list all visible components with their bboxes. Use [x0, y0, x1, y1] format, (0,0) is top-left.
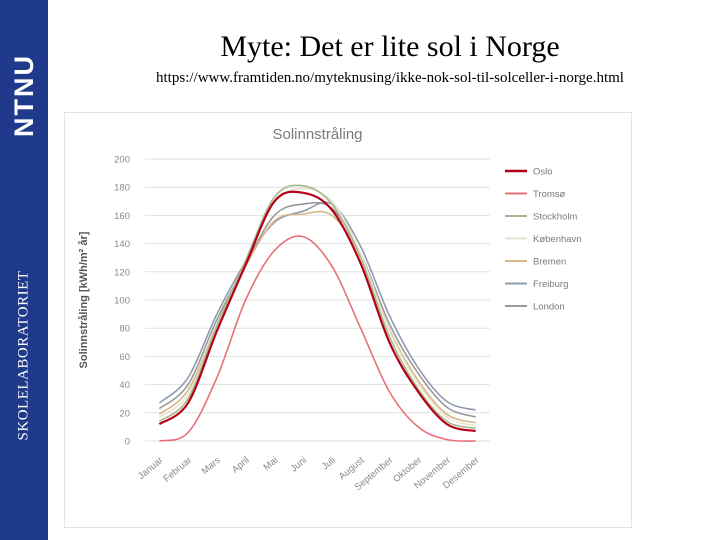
legend-label: London [533, 302, 565, 313]
x-tick-label: Januar [136, 455, 165, 482]
legend-label: Stockholm [533, 212, 577, 223]
y-axis-label: Solinnstråling [kWh/m² år] [78, 231, 90, 368]
lab-label-container: SKOLELABORATORIET [9, 190, 39, 520]
chart-title: Solinnstråling [272, 126, 362, 143]
legend-label: København [533, 234, 582, 245]
legend-label: Oslo [533, 167, 553, 178]
chart-svg: Solinnstråling 0 20 40 60 80 100 120 140 160 180 20… [78, 126, 582, 493]
series-line-tromsø [159, 235, 476, 442]
legend-label: Tromsø [533, 189, 566, 200]
lab-label: SKOLELABORATORIET [15, 270, 32, 440]
source-url[interactable]: https://www.framtiden.no/myteknusing/ikk… [156, 70, 624, 86]
y-tick-label: 100 [114, 296, 130, 307]
x-tick-label: April [230, 455, 252, 476]
y-tick-label: 120 [114, 267, 130, 278]
series-line-london [158, 201, 476, 418]
x-tick-label: Juli [320, 455, 338, 473]
series-line-freiburg [158, 201, 476, 411]
x-tick-label: Juni [289, 455, 309, 475]
y-tick-label: 60 [119, 352, 130, 363]
y-tick-label: 200 [114, 155, 130, 166]
legend-label: Bremen [533, 257, 566, 268]
brand-name: NTNU [8, 53, 39, 137]
y-tick-label: 180 [114, 183, 130, 194]
x-tick-label: Februar [161, 455, 194, 485]
y-tick-label: 160 [114, 211, 130, 222]
x-tick-label: Mars [200, 455, 223, 477]
sidebar: NTNU SKOLELABORATORIET [0, 0, 48, 540]
chart-panel: Solinnstråling 0 20 40 60 80 100 120 140 160 180 20… [64, 112, 632, 528]
y-tick-label: 140 [114, 239, 130, 250]
series-line-stockholm [158, 184, 476, 430]
y-tick-label: 80 [119, 324, 130, 335]
legend-label: Freiburg [533, 279, 568, 290]
y-tick-label: 40 [119, 380, 130, 391]
slide-title: Myte: Det er lite sol i Norge [220, 30, 560, 63]
y-tick-label: 0 [125, 437, 130, 448]
series-line-københavn [158, 187, 476, 427]
x-tick-label: Mai [262, 455, 281, 473]
series-line-oslo [158, 190, 476, 433]
y-tick-label: 20 [119, 408, 130, 419]
ntnu-logo: NTNU [9, 0, 39, 190]
